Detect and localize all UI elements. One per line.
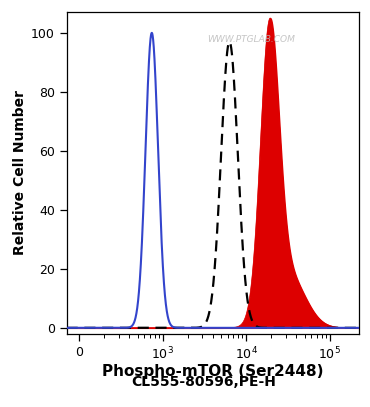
Text: CL555-80596,PE-H: CL555-80596,PE-H: [131, 375, 276, 389]
Text: WWW.PTGLAB.COM: WWW.PTGLAB.COM: [207, 35, 295, 44]
X-axis label: Phospho-mTOR (Ser2448): Phospho-mTOR (Ser2448): [102, 363, 323, 379]
Y-axis label: Relative Cell Number: Relative Cell Number: [13, 90, 27, 256]
